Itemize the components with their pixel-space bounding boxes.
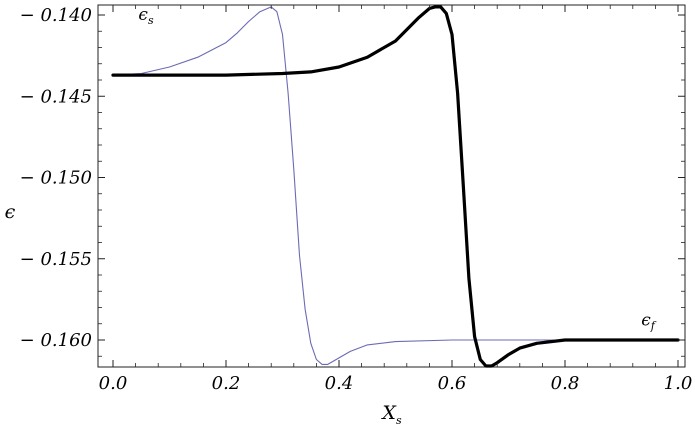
y-axis-ticks: − 0.140 − 0.145 − 0.150 − 0.155 − 0.160	[20, 5, 685, 357]
y-axis-label: ϵ	[5, 201, 16, 223]
annotation-layer: ϵs ϵf	[138, 5, 656, 333]
x-axis-label: Xs	[380, 402, 402, 427]
y-tick-label: − 0.155	[20, 249, 92, 270]
x-tick-label: 0.8	[551, 373, 580, 394]
series-line-2	[111, 5, 680, 368]
x-axis-ticks: 0.0 0.2 0.4 0.6 0.8 1.0	[99, 5, 693, 394]
plot-frame	[97, 4, 686, 368]
x-tick-label: 0.2	[212, 373, 241, 394]
x-tick-label: 1.0	[664, 373, 693, 394]
curve-label-2: ϵf	[641, 310, 657, 332]
x-tick-label: 0.0	[99, 373, 128, 394]
x-tick-label: 0.6	[438, 373, 467, 394]
plot-area	[97, 4, 686, 368]
y-tick-label: − 0.150	[20, 168, 92, 189]
y-tick-label: − 0.140	[20, 5, 92, 26]
series-line-1	[112, 6, 679, 365]
series-layer	[111, 5, 680, 368]
y-tick-label: − 0.160	[20, 330, 92, 351]
curve-label-1: ϵs	[138, 5, 154, 27]
x-tick-label: 0.4	[325, 373, 354, 394]
y-tick-label: − 0.145	[20, 86, 92, 107]
